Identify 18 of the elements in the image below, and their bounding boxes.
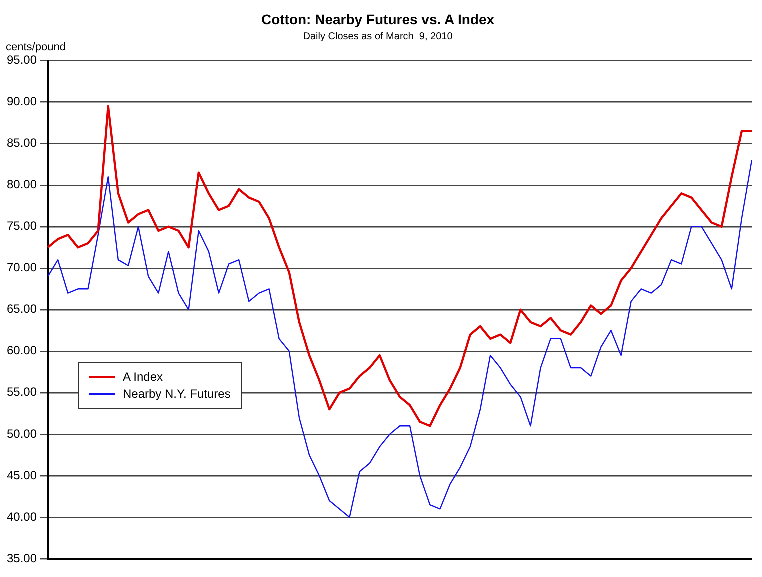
y-tick-label: 50.00 — [7, 426, 38, 441]
y-tick-label: 35.00 — [7, 551, 38, 566]
y-tick-label: 80.00 — [7, 178, 38, 192]
y-tick-label: 60.00 — [7, 344, 38, 358]
y-tick-label: 85.00 — [7, 136, 38, 150]
y-tick-label: 70.00 — [7, 260, 38, 275]
chart-title: Cotton: Nearby Futures vs. A Index — [261, 11, 495, 28]
y-tick-label: 95.00 — [7, 53, 38, 68]
y-tick-label: 55.00 — [7, 385, 38, 400]
legend-label: A Index — [123, 370, 164, 384]
y-tick-label: 90.00 — [7, 94, 38, 109]
y-tick-label: 45.00 — [7, 468, 38, 482]
chart-subtitle: Daily Closes as of March 9, 2010 — [303, 32, 454, 43]
y-axis-title: cents/pound — [6, 41, 66, 54]
y-tick-label: 40.00 — [7, 510, 38, 524]
y-tick-label: 75.00 — [7, 219, 38, 234]
y-tick-label: 65.00 — [7, 302, 38, 316]
legend-label: Nearby N.Y. Futures — [123, 387, 231, 401]
